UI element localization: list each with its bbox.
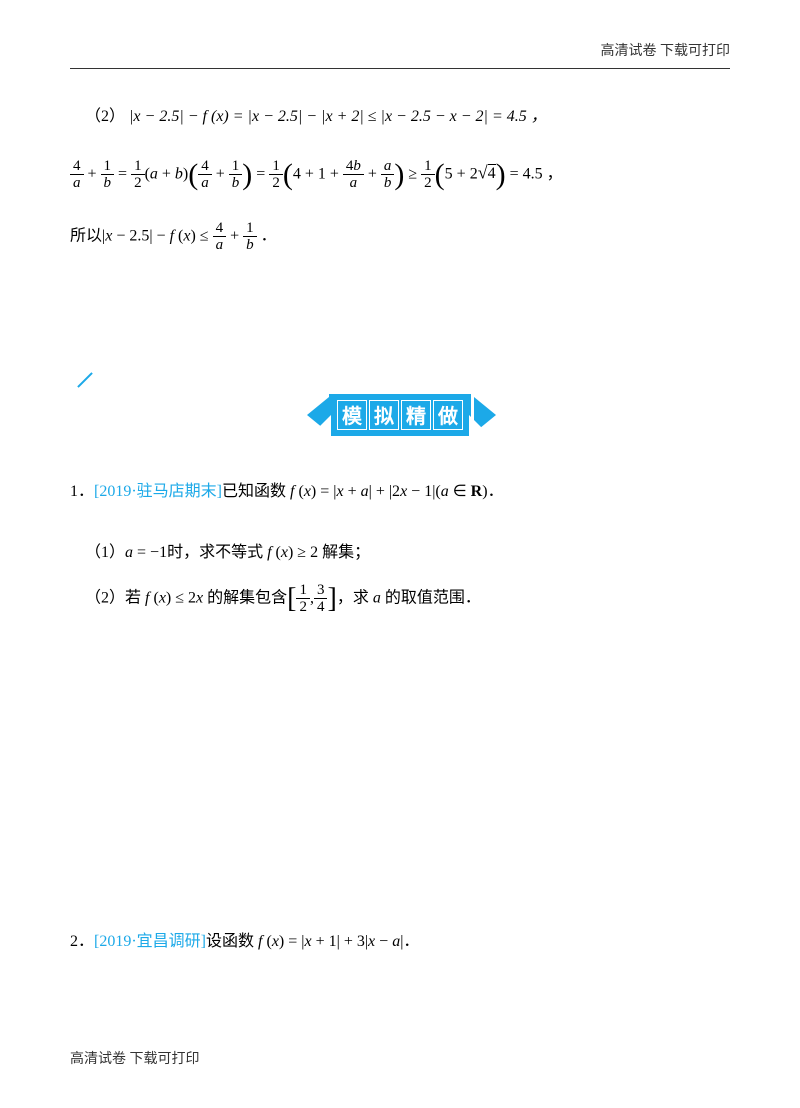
- problem-2-number: 2．: [70, 933, 94, 950]
- problem-1-sub-1: （1）a = −1时，求不等式 f (x) ≥ 2 解集；: [70, 538, 730, 562]
- problem-1-number: 1．: [70, 483, 94, 500]
- sub-1-label: （1）: [85, 544, 125, 561]
- banner-char-1: 模: [337, 400, 367, 430]
- banner-char-3: 精: [401, 400, 431, 430]
- header-right-text: 高清试卷 下载可打印: [70, 40, 730, 69]
- problem-2-intro-prefix: 设函数: [206, 933, 254, 950]
- sub-label: （2）: [85, 108, 125, 125]
- therefore-text: 所以: [70, 227, 102, 244]
- section-banner: 模 拟 精 做: [70, 394, 730, 436]
- solution-line-3: 所以|x − 2.5| − f (x) ≤ 4a + 1b ．: [70, 220, 730, 254]
- banner-title-box: 模 拟 精 做: [329, 394, 471, 436]
- problem-1-sub-2: （2）若 f (x) ≤ 2x 的解集包含[12,34]，求 a 的取值范围．: [70, 582, 730, 616]
- problem-1-intro-prefix: 已知函数: [222, 483, 286, 500]
- chevron-right-icon: [471, 397, 493, 433]
- solution-line-2: 4a + 1b = 12(a + b)(4a + 1b) = 12(4 + 1 …: [70, 158, 730, 192]
- problem-1-source: [2019·驻马店期末]: [94, 483, 222, 500]
- problem-2: 2．[2019·宜昌调研]设函数 f (x) = |x + 1| + 3|x −…: [70, 926, 730, 958]
- problem-1: 1．[2019·驻马店期末]已知函数 f (x) = |x + a| + |2x…: [70, 476, 730, 508]
- footer-left-text: 高清试卷 下载可打印: [70, 1048, 200, 1068]
- sub-2-label: （2）: [85, 589, 125, 606]
- problem-2-source: [2019·宜昌调研]: [94, 933, 206, 950]
- banner-char-4: 做: [433, 400, 463, 430]
- banner-char-2: 拟: [369, 400, 399, 430]
- solution-line-1: （2） |x − 2.5| − f (x) = |x − 2.5| − |x +…: [70, 104, 730, 130]
- chevron-left-icon: [307, 397, 329, 433]
- banner-accent-line: [77, 372, 93, 388]
